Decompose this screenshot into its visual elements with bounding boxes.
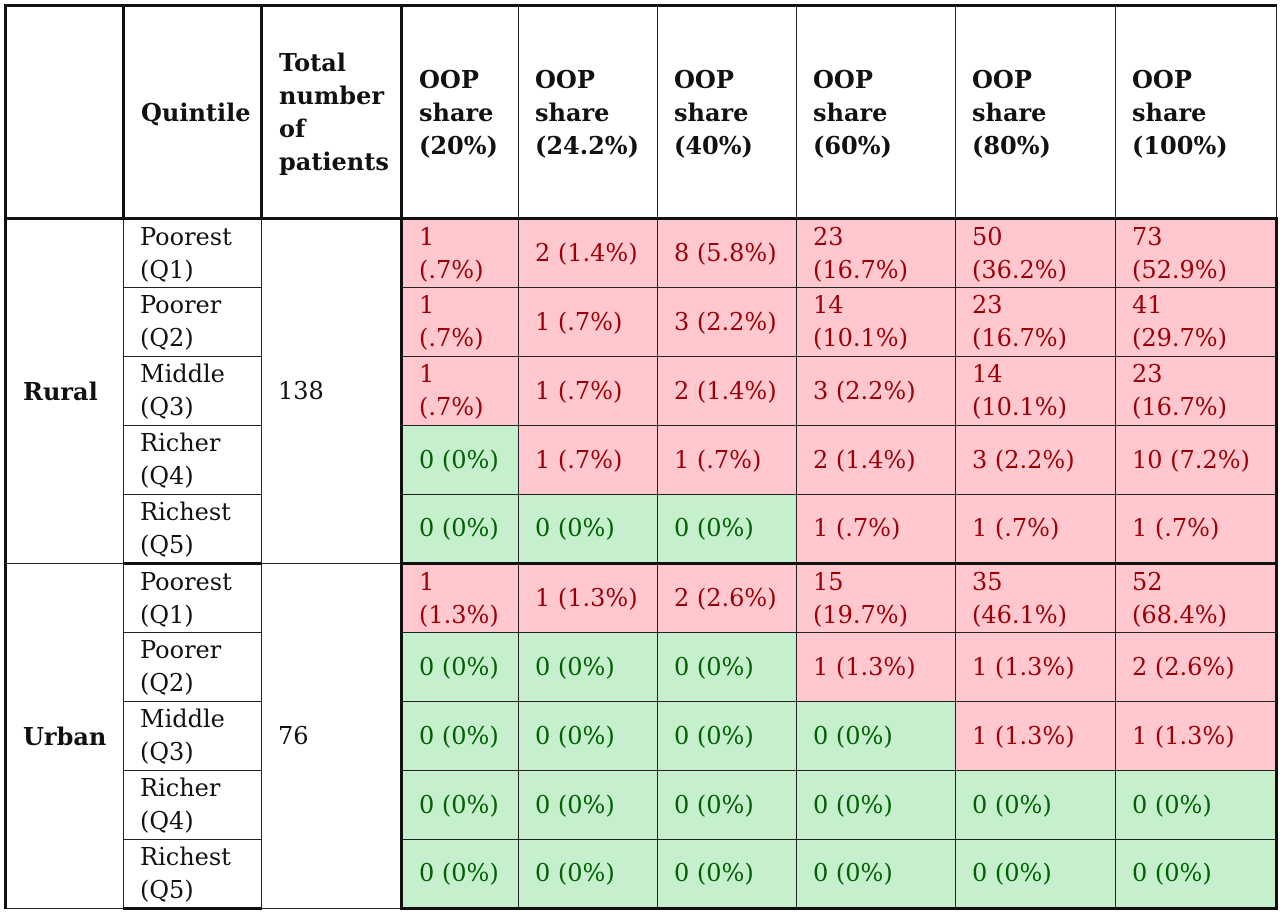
oop-cell: 1 (.7%) — [401, 287, 519, 357]
oop-cell: 3 (2.2%) — [796, 356, 956, 426]
oop-cell: 0 (0%) — [401, 632, 519, 702]
oop-cell: 1 (.7%) — [518, 287, 658, 357]
oop-cell: 0 (0%) — [657, 494, 797, 565]
oop-cell: 3 (2.2%) — [657, 287, 797, 357]
oop-cell: 23 (16.7%) — [955, 287, 1116, 357]
oop-cell: 0 (0%) — [518, 839, 658, 910]
oop-cell: 0 (0%) — [796, 770, 956, 840]
oop-cell: 3 (2.2%) — [955, 425, 1116, 495]
oop-header-100: OOP share (100%) — [1115, 4, 1277, 220]
oop-cell: 0 (0%) — [955, 770, 1116, 840]
oop-cell: 1 (1.3%) — [955, 701, 1116, 771]
oop-cell: 0 (0%) — [401, 839, 519, 910]
oop-cell: 1 (1.3%) — [518, 563, 658, 633]
oop-cell: 1 (.7%) — [955, 494, 1116, 565]
quintile-label: Poorer (Q2) — [123, 632, 262, 702]
oop-cell: 1 (.7%) — [401, 356, 519, 426]
oop-cell: 41 (29.7%) — [1115, 287, 1278, 357]
oop-cell: 1 (.7%) — [657, 425, 797, 495]
oop-cell: 1 (.7%) — [401, 218, 519, 288]
quintile-label: Richer (Q4) — [123, 770, 262, 840]
oop-cell: 2 (1.4%) — [657, 356, 797, 426]
oop-cell: 15 (19.7%) — [796, 563, 956, 633]
oop-cell: 0 (0%) — [657, 701, 797, 771]
quintile-label: Middle (Q3) — [123, 701, 262, 771]
oop-cell: 0 (0%) — [401, 425, 519, 495]
oop-cell: 0 (0%) — [796, 839, 956, 910]
oop-header-24: OOP share (24.2%) — [518, 4, 658, 220]
oop-cell: 0 (0%) — [518, 494, 658, 565]
oop-cell: 23 (16.7%) — [1115, 356, 1278, 426]
oop-cell: 1 (1.3%) — [796, 632, 956, 702]
oop-cell: 0 (0%) — [401, 701, 519, 771]
oop-cell: 1 (.7%) — [1115, 494, 1278, 565]
oop-cell: 50 (36.2%) — [955, 218, 1116, 288]
quintile-label: Poorest (Q1) — [123, 563, 262, 633]
oop-cell: 14 (10.1%) — [955, 356, 1116, 426]
oop-cell: 35 (46.1%) — [955, 563, 1116, 633]
oop-cell: 0 (0%) — [657, 632, 797, 702]
quintile-header: Quintile — [122, 4, 262, 220]
table-row: Richest (Q5) 0 (0%) 0 (0%) 0 (0%) 0 (0%) 0 (0… — [6, 839, 1278, 910]
oop-cell: 14 (10.1%) — [796, 287, 956, 357]
oop-cell: 0 (0%) — [518, 701, 658, 771]
oop-cell: 2 (2.6%) — [1115, 632, 1278, 702]
oop-share-table: Quintile Total number of patients OOP sh… — [4, 4, 1278, 910]
area-header — [4, 4, 124, 220]
oop-header-20: OOP share (20%) — [401, 4, 519, 220]
oop-cell: 0 (0%) — [657, 839, 797, 910]
header-row: Quintile Total number of patients OOP sh… — [4, 4, 1277, 220]
quintile-label: Richest (Q5) — [123, 494, 262, 565]
oop-header-60: OOP share (60%) — [796, 4, 956, 220]
area-label: Rural — [4, 218, 124, 564]
oop-cell: 1 (1.3%) — [401, 563, 519, 633]
oop-cell: 0 (0%) — [657, 770, 797, 840]
table-row: Richer (Q4) 0 (0%) 0 (0%) 0 (0%) 0 (0%) 0 (0%… — [6, 770, 1278, 840]
oop-cell: 1 (.7%) — [518, 356, 658, 426]
quintile-label: Middle (Q3) — [123, 356, 262, 426]
oop-cell: 0 (0%) — [1115, 839, 1278, 910]
oop-cell: 0 (0%) — [518, 632, 658, 702]
table-row: Richest (Q5) 0 (0%) 0 (0%) 0 (0%) 1 (.7%) 1 (… — [6, 494, 1278, 565]
area-label: Urban — [4, 563, 124, 909]
table-row: Rural Poorest (Q1) 138 1 (.7%) 2 (1.4%) 8 (5.… — [4, 218, 1278, 564]
oop-cell: 1 (.7%) — [518, 425, 658, 495]
oop-cell: 0 (0%) — [401, 770, 519, 840]
oop-header-40: OOP share (40%) — [657, 4, 797, 220]
table-row: Poorer (Q2) 0 (0%) 0 (0%) 0 (0%) 1 (1.3%) 1 (… — [6, 632, 1278, 702]
oop-header-80: OOP share (80%) — [955, 4, 1116, 220]
table-row: Poorer (Q2) 1 (.7%) 1 (.7%) 3 (2.2%) 14 (10.… — [6, 287, 1278, 357]
quintile-label: Richer (Q4) — [123, 425, 262, 495]
oop-cell: 0 (0%) — [955, 839, 1116, 910]
oop-cell: 0 (0%) — [796, 701, 956, 771]
oop-cell: 0 (0%) — [401, 494, 519, 565]
total-patients-value: 138 — [261, 218, 403, 564]
oop-cell: 1 (.7%) — [796, 494, 956, 565]
oop-cell: 1 (1.3%) — [1115, 701, 1278, 771]
table-row: Richer (Q4) 0 (0%) 1 (.7%) 1 (.7%) 2 (1.4%) 3… — [6, 425, 1278, 495]
total-patients-header: Total number of patients — [260, 4, 403, 220]
table-body: Rural Poorest (Q1) 138 1 (.7%) 2 (1.4%) 8 (5.… — [4, 218, 1278, 910]
oop-cell: 73 (52.9%) — [1115, 218, 1278, 288]
oop-cell: 23 (16.7%) — [796, 218, 956, 288]
table-row: Middle (Q3) 0 (0%) 0 (0%) 0 (0%) 0 (0%) 1 (1.… — [6, 701, 1278, 771]
oop-cell: 2 (1.4%) — [796, 425, 956, 495]
quintile-label: Richest (Q5) — [123, 839, 262, 910]
oop-cell: 0 (0%) — [518, 770, 658, 840]
oop-cell: 2 (2.6%) — [657, 563, 797, 633]
total-patients-value: 76 — [261, 563, 403, 909]
oop-cell: 52 (68.4%) — [1115, 563, 1278, 633]
oop-cell: 8 (5.8%) — [657, 218, 797, 288]
oop-cell: 0 (0%) — [1115, 770, 1278, 840]
oop-cell: 1 (1.3%) — [955, 632, 1116, 702]
table-row: Urban Poorest (Q1) 76 1 (1.3%) 1 (1.3%) 2 (2.… — [4, 563, 1278, 909]
oop-cell: 10 (7.2%) — [1115, 425, 1278, 495]
quintile-label: Poorer (Q2) — [123, 287, 262, 357]
oop-cell: 2 (1.4%) — [518, 218, 658, 288]
table-header: Quintile Total number of patients OOP sh… — [4, 4, 1277, 220]
table-row: Middle (Q3) 1 (.7%) 1 (.7%) 2 (1.4%) 3 (2.2%… — [6, 356, 1278, 426]
quintile-label: Poorest (Q1) — [123, 218, 262, 288]
